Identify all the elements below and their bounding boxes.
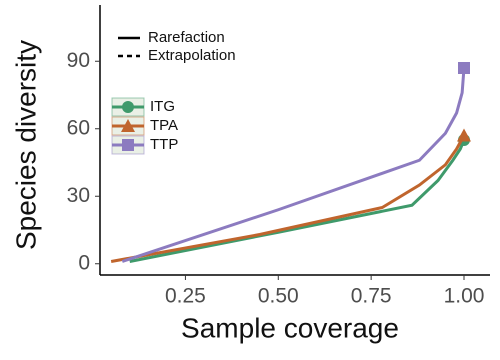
series-line (129, 139, 466, 263)
legend-label: TPA (150, 117, 178, 134)
x-tick-label: 1.00 (444, 285, 485, 308)
x-axis-title: Sample coverage (181, 312, 399, 343)
legend-label: Extrapolation (148, 47, 236, 64)
marker (457, 128, 471, 142)
y-tick-label: 0 (78, 251, 90, 274)
x-tick-label: 0.25 (165, 285, 206, 308)
legend-label: ITG (150, 98, 175, 115)
x-tick-label: 0.75 (351, 285, 392, 308)
series-line (110, 134, 466, 263)
marker (121, 119, 135, 132)
y-tick-label: 30 (67, 184, 90, 207)
marker (458, 62, 470, 74)
legend-label: TTP (150, 136, 178, 153)
y-tick-label: 90 (67, 49, 90, 72)
legend-label: Rarefaction (148, 29, 225, 46)
y-axis-title: Species diversity (10, 40, 41, 250)
marker (122, 101, 134, 113)
marker (122, 139, 134, 151)
x-tick-label: 0.50 (258, 285, 299, 308)
series-line (121, 67, 466, 263)
y-tick-label: 60 (67, 116, 90, 139)
